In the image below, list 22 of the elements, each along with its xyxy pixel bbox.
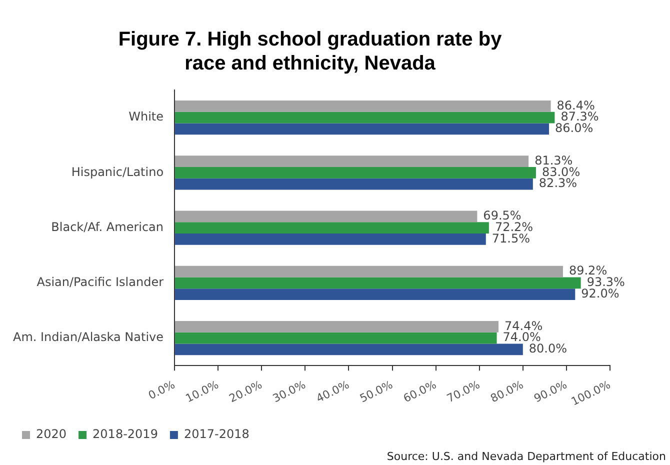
data-label: 86.4% xyxy=(556,98,595,112)
y-tick-label: Hispanic/Latino xyxy=(71,164,164,179)
y-tick-label: White xyxy=(128,110,164,124)
data-label: 80.0% xyxy=(528,342,568,356)
data-label: 86.0% xyxy=(555,121,594,136)
x-tick-label: 0.0% xyxy=(146,378,178,402)
data-label: 89.2% xyxy=(568,264,608,278)
data-label: 74.4% xyxy=(504,318,543,333)
data-label: 83.0% xyxy=(542,164,580,179)
y-tick-label: Black/Af. American xyxy=(51,220,164,234)
y-tick-label: Am. Indian/Alaska Native xyxy=(12,330,164,344)
source-note: Source: U.S. and Nevada Department of Education xyxy=(386,450,666,463)
legend-label: 2018-2019 xyxy=(92,427,158,442)
data-label: 81.3% xyxy=(534,153,573,168)
data-label: 74.0% xyxy=(502,330,541,344)
legend-label: 2020 xyxy=(36,427,67,442)
data-label: 82.3% xyxy=(538,176,578,190)
legend-label: 2017-2018 xyxy=(184,427,250,442)
data-label: 87.3% xyxy=(560,110,599,124)
data-label: 71.5% xyxy=(492,231,530,246)
chart-title: Figure 7. High school graduation rate by race and ethnicity, Nevada xyxy=(118,28,503,75)
y-tick-label: Asian/Pacific Islander xyxy=(36,275,164,290)
